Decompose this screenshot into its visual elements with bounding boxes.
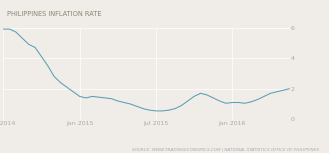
Text: PHILIPPINES INFLATION RATE: PHILIPPINES INFLATION RATE — [7, 11, 101, 17]
Text: SOURCE: WWW.TRADINGECONOMICS.COM | NATIONAL STATISTICS OFFICE OF PHILIPPINES: SOURCE: WWW.TRADINGECONOMICS.COM | NATIO… — [132, 147, 319, 151]
